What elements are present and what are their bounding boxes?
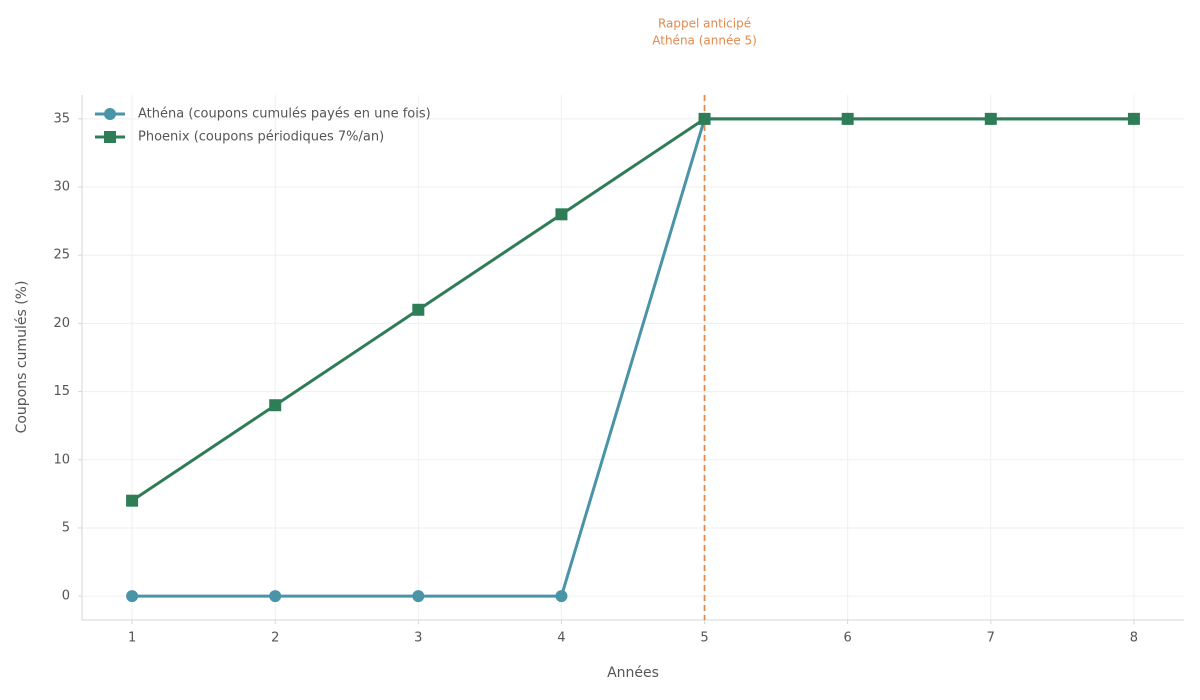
marker [269, 590, 282, 603]
legend-label: Phoenix (coupons périodiques 7%/an) [138, 130, 384, 145]
x-tick-label: 5 [700, 631, 708, 646]
y-tick-label: 5 [62, 520, 70, 535]
marker [1127, 112, 1140, 125]
marker [984, 112, 997, 125]
marker [555, 590, 568, 603]
y-axis-label: Coupons cumulés (%) [14, 281, 30, 434]
marker [555, 208, 568, 221]
y-tick-label: 30 [53, 180, 70, 195]
x-axis-label: Années [607, 665, 659, 681]
x-tick-label: 3 [414, 631, 422, 646]
marker [412, 590, 425, 603]
marker [104, 108, 116, 120]
y-tick-label: 35 [53, 111, 70, 126]
marker [698, 112, 711, 125]
y-tick-label: 10 [53, 452, 70, 467]
series-line [132, 117, 1134, 598]
x-tick-label: 7 [987, 631, 995, 646]
x-tick-label: 1 [128, 631, 136, 646]
x-tick-label: 4 [557, 631, 565, 646]
marker [269, 399, 282, 412]
x-tick-label: 2 [271, 631, 279, 646]
series-line [131, 117, 1134, 502]
marker [126, 590, 139, 603]
y-tick-label: 15 [53, 384, 70, 399]
marker [841, 112, 854, 125]
x-tick-label: 6 [844, 631, 852, 646]
marker [104, 131, 116, 143]
y-tick-label: 0 [62, 589, 70, 604]
marker [126, 494, 139, 507]
annotation-text: Rappel anticipé [658, 17, 751, 31]
annotation-text: Athéna (année 5) [652, 34, 757, 48]
y-tick-label: 20 [53, 316, 70, 331]
y-tick-label: 25 [53, 248, 70, 263]
legend-label: Athéna (coupons cumulés payés en une foi… [138, 107, 431, 122]
x-tick-label: 8 [1130, 631, 1138, 646]
marker [412, 303, 425, 316]
